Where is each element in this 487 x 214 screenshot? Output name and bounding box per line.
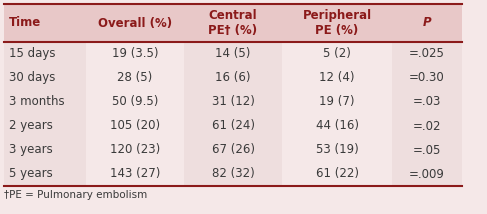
Text: 30 days: 30 days <box>9 71 56 85</box>
Text: Overall (%): Overall (%) <box>98 16 172 30</box>
Text: 28 (5): 28 (5) <box>117 71 152 85</box>
Text: 16 (6): 16 (6) <box>215 71 251 85</box>
Text: =.05: =.05 <box>413 144 441 156</box>
Text: =.03: =.03 <box>413 95 441 108</box>
Text: 15 days: 15 days <box>9 48 56 61</box>
Text: 5 (2): 5 (2) <box>323 48 351 61</box>
Text: 5 years: 5 years <box>9 168 53 180</box>
Text: Central
PE† (%): Central PE† (%) <box>208 9 258 37</box>
Text: 14 (5): 14 (5) <box>215 48 251 61</box>
Text: 2 years: 2 years <box>9 119 53 132</box>
Text: 19 (7): 19 (7) <box>319 95 355 108</box>
Text: 50 (9.5): 50 (9.5) <box>112 95 158 108</box>
Text: 61 (24): 61 (24) <box>211 119 255 132</box>
Text: 44 (16): 44 (16) <box>316 119 358 132</box>
Text: Peripheral
PE (%): Peripheral PE (%) <box>302 9 372 37</box>
Text: =.009: =.009 <box>409 168 445 180</box>
Text: 3 years: 3 years <box>9 144 53 156</box>
Text: 53 (19): 53 (19) <box>316 144 358 156</box>
Text: Time: Time <box>9 16 41 30</box>
Text: =0.30: =0.30 <box>409 71 445 85</box>
Text: 31 (12): 31 (12) <box>211 95 254 108</box>
Text: 19 (3.5): 19 (3.5) <box>112 48 158 61</box>
Text: 120 (23): 120 (23) <box>110 144 160 156</box>
Text: 3 months: 3 months <box>9 95 65 108</box>
Text: 105 (20): 105 (20) <box>110 119 160 132</box>
Text: 61 (22): 61 (22) <box>316 168 358 180</box>
Text: =.025: =.025 <box>409 48 445 61</box>
Text: 12 (4): 12 (4) <box>319 71 355 85</box>
Text: P: P <box>423 16 431 30</box>
Text: 143 (27): 143 (27) <box>110 168 160 180</box>
Text: †PE = Pulmonary embolism: †PE = Pulmonary embolism <box>4 190 147 200</box>
Text: 82 (32): 82 (32) <box>212 168 254 180</box>
Text: =.02: =.02 <box>413 119 441 132</box>
Text: 67 (26): 67 (26) <box>211 144 255 156</box>
